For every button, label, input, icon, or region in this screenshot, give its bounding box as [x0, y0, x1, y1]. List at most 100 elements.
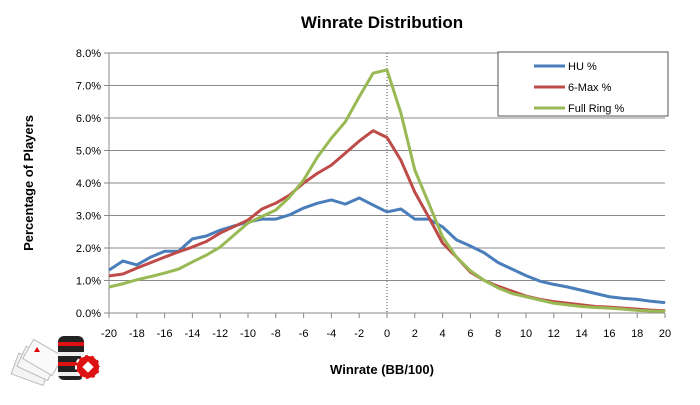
- series-lines: [108, 68, 666, 313]
- data-point-6-max: [372, 130, 374, 132]
- data-point-full-ring: [219, 246, 221, 248]
- data-point-full-ring: [469, 270, 471, 272]
- data-point-hu: [469, 245, 471, 247]
- data-point-full-ring: [664, 310, 666, 312]
- data-point-hu: [164, 250, 166, 252]
- y-tick-label: 3.0%: [76, 211, 101, 223]
- data-point-6-max: [317, 172, 318, 174]
- y-tick-label: 4.0%: [76, 178, 101, 190]
- data-point-full-ring: [650, 310, 652, 312]
- series-line-hu: [108, 196, 666, 305]
- x-tick-label: -16: [157, 328, 173, 340]
- data-point-hu: [664, 302, 666, 304]
- data-point-hu: [317, 202, 318, 204]
- axes: 0.0%1.0%2.0%3.0%4.0%5.0%6.0%7.0%8.0%-20-…: [76, 48, 671, 340]
- data-point-full-ring: [442, 236, 444, 238]
- x-tick-label: 6: [467, 328, 473, 340]
- data-point-full-ring: [122, 283, 124, 285]
- x-tick-label: -4: [327, 328, 337, 340]
- data-point-6-max: [150, 262, 152, 264]
- data-point-6-max: [428, 216, 430, 218]
- x-tick-label: -20: [101, 328, 117, 340]
- data-point-hu: [456, 239, 457, 241]
- x-tick-label: 20: [659, 328, 671, 340]
- data-point-6-max: [178, 251, 179, 253]
- data-point-6-max: [191, 246, 193, 248]
- data-point-full-ring: [386, 69, 388, 71]
- data-point-hu: [344, 203, 346, 205]
- data-point-hu: [525, 275, 527, 277]
- data-point-hu: [136, 264, 138, 266]
- y-tick-label: 6.0%: [76, 113, 101, 125]
- y-tick-label: 8.0%: [76, 48, 101, 60]
- chart-title: Winrate Distribution: [301, 13, 463, 32]
- data-point-6-max: [136, 267, 138, 269]
- data-point-full-ring: [511, 293, 513, 294]
- data-point-full-ring: [456, 256, 457, 258]
- x-tick-label: -10: [240, 328, 256, 340]
- data-point-hu: [400, 208, 402, 210]
- data-point-hu: [275, 218, 277, 220]
- data-point-hu: [511, 268, 513, 270]
- data-point-6-max: [108, 275, 110, 277]
- data-point-full-ring: [608, 307, 610, 309]
- data-point-6-max: [233, 226, 235, 228]
- data-point-full-ring: [567, 304, 569, 306]
- data-point-6-max: [511, 290, 513, 292]
- x-tick-label: -12: [212, 328, 228, 340]
- data-point-hu: [261, 218, 263, 220]
- x-tick-label: 10: [520, 328, 532, 340]
- data-point-full-ring: [191, 261, 193, 263]
- y-axis-label: Percentage of Players: [21, 115, 36, 251]
- x-tick-label: 18: [631, 328, 643, 340]
- data-point-hu: [622, 297, 624, 299]
- data-point-6-max: [386, 137, 388, 138]
- data-point-6-max: [164, 256, 166, 258]
- data-point-full-ring: [205, 254, 207, 256]
- data-point-6-max: [400, 159, 402, 161]
- data-point-6-max: [261, 208, 263, 210]
- data-point-hu: [358, 197, 360, 199]
- data-point-6-max: [330, 164, 332, 166]
- data-point-hu: [303, 207, 305, 209]
- data-point-hu: [122, 260, 124, 262]
- x-tick-label: 14: [575, 328, 587, 340]
- data-point-full-ring: [525, 296, 527, 298]
- data-point-hu: [608, 296, 610, 298]
- data-point-full-ring: [595, 306, 596, 308]
- data-point-full-ring: [178, 268, 179, 270]
- y-tick-label: 7.0%: [76, 81, 101, 93]
- data-point-hu: [289, 214, 291, 216]
- data-point-full-ring: [483, 280, 485, 281]
- data-point-full-ring: [497, 287, 499, 289]
- data-point-hu: [205, 235, 207, 237]
- x-axis-label: Winrate (BB/100): [330, 362, 434, 377]
- data-point-6-max: [205, 241, 207, 242]
- data-point-hu: [414, 218, 416, 220]
- data-point-full-ring: [358, 96, 360, 98]
- data-point-full-ring: [539, 299, 541, 301]
- data-point-full-ring: [553, 302, 555, 304]
- x-tick-label: -8: [271, 328, 281, 340]
- data-point-full-ring: [317, 156, 318, 158]
- legend-label: 6-Max %: [568, 82, 612, 94]
- data-point-full-ring: [400, 112, 402, 114]
- x-tick-label: 2: [412, 328, 418, 340]
- data-point-6-max: [219, 232, 221, 234]
- playing-cards-icon: [10, 338, 64, 387]
- data-point-6-max: [303, 182, 305, 184]
- data-point-full-ring: [261, 215, 263, 217]
- x-tick-label: -2: [354, 328, 364, 340]
- data-point-full-ring: [581, 306, 583, 307]
- data-point-hu: [650, 300, 652, 302]
- data-point-hu: [636, 298, 638, 300]
- data-point-full-ring: [233, 234, 235, 236]
- x-tick-label: -18: [129, 328, 145, 340]
- x-tick-label: 8: [495, 328, 501, 340]
- data-point-full-ring: [344, 121, 346, 123]
- x-tick-label: 16: [603, 328, 615, 340]
- data-point-hu: [595, 293, 596, 294]
- data-point-6-max: [344, 152, 346, 154]
- data-point-full-ring: [303, 179, 305, 181]
